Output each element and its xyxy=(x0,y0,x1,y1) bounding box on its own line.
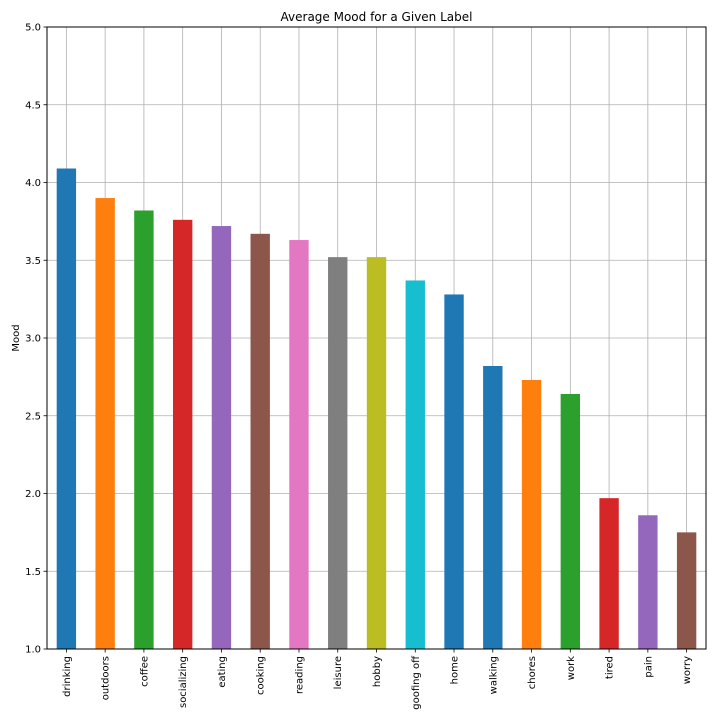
bar-home xyxy=(444,294,464,649)
bar-pain xyxy=(638,515,658,649)
y-tick-label: 5.0 xyxy=(25,23,41,34)
x-tick-label: tired xyxy=(605,656,616,679)
y-tick-label: 4.5 xyxy=(25,100,41,111)
bar-tired xyxy=(599,498,619,649)
x-tick-label: hobby xyxy=(372,656,383,687)
y-tick-label: 4.0 xyxy=(25,178,41,189)
x-tick-label: cooking xyxy=(256,656,267,695)
x-tick-label: walking xyxy=(488,656,499,694)
y-tick-label: 3.0 xyxy=(25,334,41,345)
y-axis-label: Mood xyxy=(11,324,22,351)
x-tick-label: outdoors xyxy=(101,656,112,700)
x-tick-label: coffee xyxy=(139,656,150,687)
bar-drinking xyxy=(56,168,77,649)
bar-goofing-off xyxy=(405,280,425,649)
y-tick-label: 2.0 xyxy=(25,489,41,500)
y-tick-label: 1.0 xyxy=(25,645,41,656)
y-tick-label: 2.5 xyxy=(25,411,41,422)
x-tick-label: work xyxy=(566,656,577,680)
x-tick-label: leisure xyxy=(333,656,344,689)
x-tick-label: pain xyxy=(643,656,654,678)
x-tick-label: drinking xyxy=(62,656,73,697)
y-tick-label: 1.5 xyxy=(25,567,41,578)
bar-hobby xyxy=(366,257,387,649)
bar-walking xyxy=(483,365,503,649)
bar-leisure xyxy=(328,257,348,649)
bar-outdoors xyxy=(95,198,115,650)
x-axis-ticks: drinking outdoors coffee socializing eating c… xyxy=(62,649,693,710)
bar-reading xyxy=(289,240,309,649)
bar-work xyxy=(560,393,581,649)
x-tick-label: worry xyxy=(682,656,693,684)
bar-coffee xyxy=(134,210,154,650)
y-tick-label: 3.5 xyxy=(25,256,41,267)
x-tick-label: reading xyxy=(294,656,305,694)
bar-chores xyxy=(521,379,542,649)
bar-cooking xyxy=(250,233,270,649)
bar-eating xyxy=(211,226,232,650)
x-tick-label: chores xyxy=(527,656,538,689)
x-tick-label: socializing xyxy=(178,656,189,708)
x-tick-label: eating xyxy=(217,656,228,688)
y-axis-ticks: 1.0 1.5 2.0 2.5 3.0 3.5 4.0 4.5 5.0 xyxy=(25,23,47,656)
x-tick-label: goofing off xyxy=(411,655,422,710)
chart-title: Average Mood for a Given Label xyxy=(281,10,473,24)
bar-worry xyxy=(676,532,697,649)
x-tick-label: home xyxy=(450,656,461,684)
bars xyxy=(56,168,697,650)
bar-socializing xyxy=(172,219,193,649)
